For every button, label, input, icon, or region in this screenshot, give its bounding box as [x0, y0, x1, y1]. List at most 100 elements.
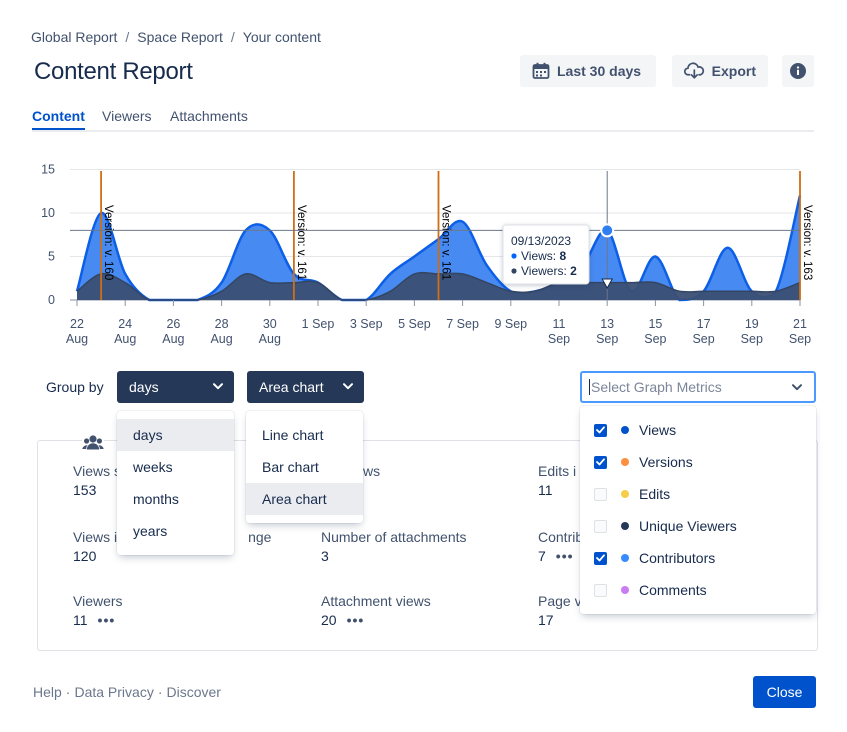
tab-viewers[interactable]: Viewers [102, 108, 152, 124]
stat-page-views-label: Page v [538, 593, 582, 609]
metric-option-comments[interactable]: Comments [580, 574, 816, 606]
version-markers: Version: v. 160 Version: v. 161 Version: v… [100, 171, 813, 300]
x-tick-sublabel: Aug [114, 332, 136, 346]
metric-option-versions[interactable]: Versions [580, 446, 816, 478]
stat-attachment-views-label: Attachment views [321, 593, 431, 609]
metric-color-dot [621, 458, 629, 466]
x-tick-label: 1 Sep [302, 317, 335, 331]
tooltip-viewers-label: Viewers: [521, 264, 567, 278]
stat-attachment-views: Attachment views 20 ••• [321, 593, 431, 628]
metric-option-views[interactable]: Views [580, 414, 816, 446]
x-tick-label: 24 [118, 317, 132, 331]
stat-contributors-label: Contrib [538, 529, 584, 545]
x-tick-label: 5 Sep [398, 317, 431, 331]
x-tick-sublabel: Aug [66, 332, 88, 346]
x-tick-sublabel: Aug [210, 332, 232, 346]
chevron-down-icon [343, 383, 353, 390]
metric-color-dot [621, 522, 629, 530]
stat-page-views-value: 17 [538, 612, 554, 628]
date-range-button[interactable]: Last 30 days [520, 55, 656, 87]
x-tick-label: 21 [793, 317, 807, 331]
stat-views-range: Views i nge 120 [73, 529, 271, 564]
x-tick-label: 7 Sep [446, 317, 479, 331]
x-tick-label: 22 [70, 317, 84, 331]
stat-views-range-label-end: nge [248, 529, 272, 545]
x-tick-label: 15 [648, 317, 662, 331]
chevron-down-icon [792, 384, 802, 391]
group-by-label: Group by [46, 379, 104, 395]
stat-views: Views s 153 [73, 463, 121, 498]
stat-attachments-value: 3 [321, 548, 329, 564]
x-tick-label: 30 [263, 317, 277, 331]
tooltip-viewers-row: Viewers: 2 [521, 264, 577, 278]
tooltip-viewers-dot [511, 268, 517, 274]
group-by-option-weeks[interactable]: weeks [133, 459, 173, 475]
group-by-option-months[interactable]: months [133, 491, 179, 507]
stat-edits-value: 11 [538, 482, 553, 498]
close-button[interactable]: Close [753, 676, 816, 708]
chart-type-option-line[interactable]: Line chart [262, 427, 324, 443]
tab-bar: Content Viewers Attachments [32, 108, 814, 132]
tab-content[interactable]: Content [32, 108, 85, 130]
date-range-label: Last 30 days [557, 63, 642, 79]
graph-metrics-select[interactable]: Select Graph Metrics [580, 371, 816, 403]
checkbox[interactable] [594, 583, 607, 597]
checkbox[interactable] [594, 551, 607, 565]
breadcrumb-space-report[interactable]: Space Report [137, 29, 223, 45]
y-axis: 0 5 10 15 [41, 163, 55, 308]
stat-contributors-row: 7 ••• [538, 548, 583, 564]
export-label: Export [711, 63, 756, 79]
x-tick-label: 17 [697, 317, 711, 331]
stat-attachments: Number of attachments 3 [321, 529, 467, 564]
checkbox[interactable] [594, 487, 607, 501]
metric-option-contributors[interactable]: Contributors [580, 542, 816, 574]
stat-attachment-views-row: 20 ••• [321, 612, 431, 628]
version-marker-label: Version: v. 163 [801, 205, 813, 280]
stat-viewers-label: Viewers [73, 593, 123, 609]
stat-attachments-label: Number of attachments [321, 529, 467, 545]
checkbox[interactable] [594, 455, 607, 469]
y-tick-label: 0 [48, 293, 55, 307]
version-marker-label: Version: v. 160 [102, 205, 114, 280]
chart-type-option-bar[interactable]: Bar chart [262, 459, 319, 475]
breadcrumb-your-content[interactable]: Your content [242, 29, 321, 45]
metric-option-unique-viewers[interactable]: Unique Viewers [580, 510, 816, 542]
stat-views-range-label: Views i nge [73, 529, 271, 545]
stat-viewers-row: 11 ••• [73, 612, 123, 628]
group-by-select[interactable]: days [117, 371, 234, 403]
metric-label: Versions [639, 454, 693, 470]
tab-attachments[interactable]: Attachments [170, 108, 248, 124]
x-tick-sublabel: Sep [789, 332, 811, 346]
breadcrumb-global-report[interactable]: Global Report [31, 29, 118, 45]
people-icon [82, 433, 104, 453]
data-privacy-link[interactable]: Data Privacy [74, 684, 154, 700]
checkbox[interactable] [594, 519, 607, 533]
more-icon[interactable]: ••• [346, 612, 365, 628]
chart-type-select[interactable]: Area chart [247, 371, 364, 403]
export-button[interactable]: Export [672, 55, 768, 87]
chart-type-option-area[interactable]: Area chart [246, 483, 363, 515]
info-button[interactable] [782, 55, 814, 87]
x-tick-label: 13 [600, 317, 614, 331]
checkbox[interactable] [594, 423, 607, 437]
tooltip-views-value: 8 [559, 249, 566, 263]
metric-color-dot [621, 554, 629, 562]
stat-viewers-value: 11 [73, 612, 88, 628]
metric-color-dot [621, 490, 629, 498]
x-tick-sublabel: Sep [692, 332, 714, 346]
group-by-option-days[interactable]: days [117, 419, 234, 451]
stat-views-range-value: 120 [73, 548, 97, 564]
chart-type-menu: Line chart Bar chart Area chart [246, 411, 363, 523]
metric-option-edits[interactable]: Edits [580, 478, 816, 510]
x-tick-sublabel: Sep [596, 332, 618, 346]
metric-label: Comments [639, 582, 707, 598]
more-icon[interactable]: ••• [97, 612, 116, 628]
more-icon[interactable]: ••• [555, 548, 574, 564]
metric-color-dot [621, 586, 629, 594]
discover-link[interactable]: Discover [166, 684, 221, 700]
group-by-option-years[interactable]: years [133, 523, 168, 539]
help-link[interactable]: Help [33, 684, 62, 700]
hover-marker-icon [601, 278, 614, 290]
